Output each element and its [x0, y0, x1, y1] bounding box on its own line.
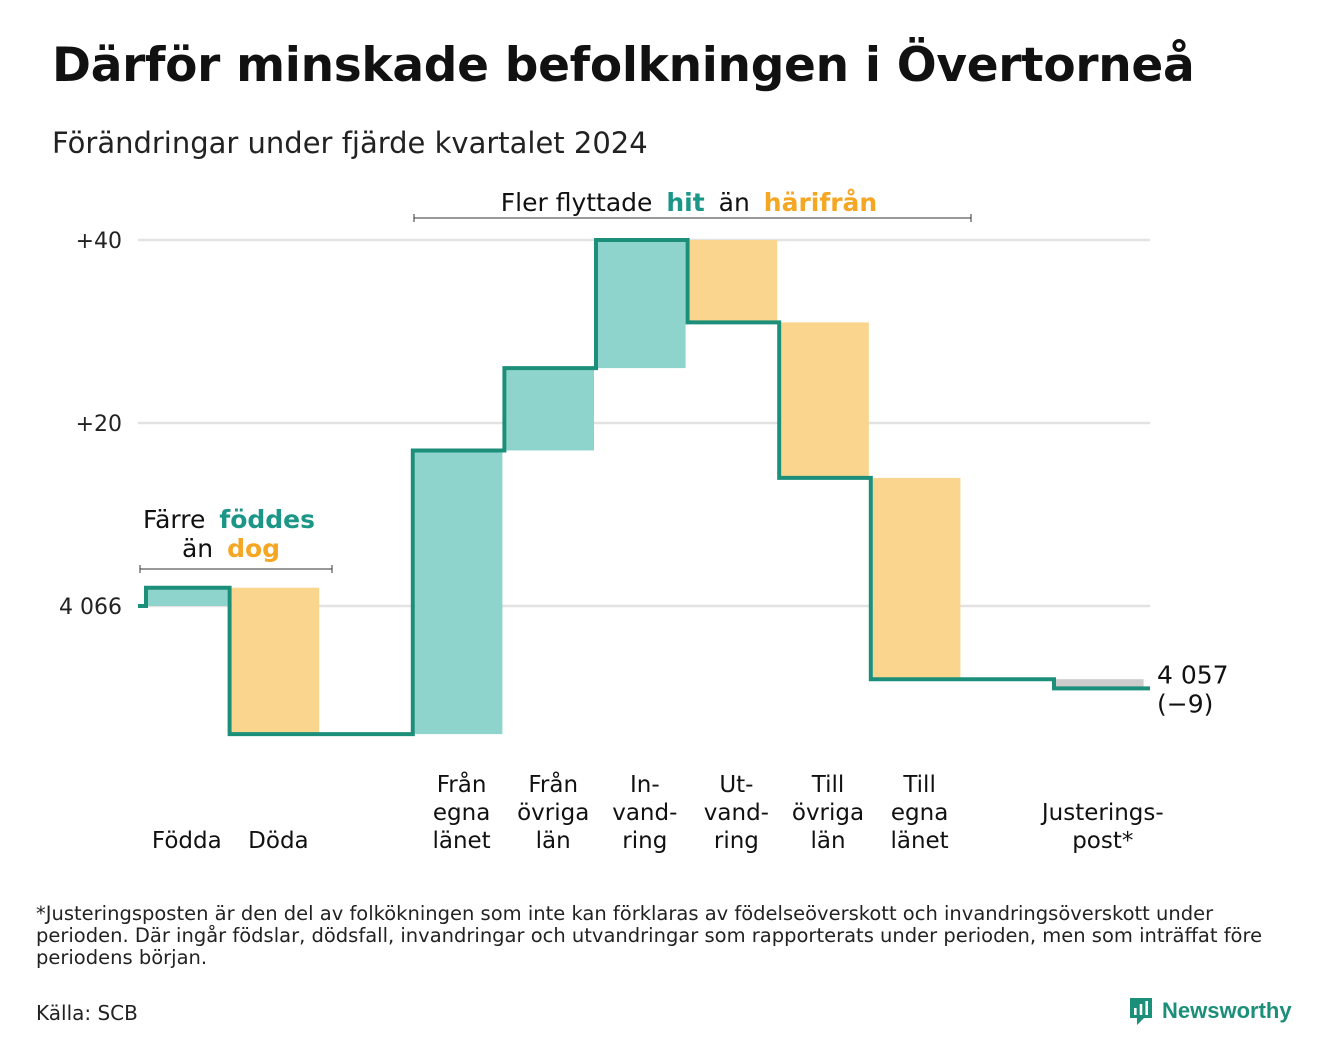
migration-annotation-text-2: än: [719, 188, 750, 217]
y-tick-label: 4 066: [59, 595, 122, 620]
category-label: egna: [891, 800, 948, 826]
category-label: post*: [1072, 828, 1133, 854]
category-label: Döda: [248, 828, 308, 854]
end-change-label: (−9): [1157, 689, 1213, 718]
migration-annotation-highlight: hit: [666, 188, 704, 217]
category-label: Ut-: [719, 772, 753, 798]
category-label: vand-: [704, 800, 769, 826]
bar-outflow: [781, 322, 869, 478]
category-label: In-: [630, 772, 660, 798]
bar-adjustment: [1056, 679, 1144, 689]
bar-outflow: [872, 477, 961, 680]
births-annotation-highlight-2: dog: [227, 534, 280, 563]
category-label: ring: [714, 828, 759, 854]
bars: [146, 240, 1144, 735]
svg-text:Fler flyttade hit: Fler flyttade hit än härifrån: [501, 188, 877, 217]
end-value-label: 4 057: [1157, 660, 1229, 689]
category-label: Från: [528, 770, 578, 798]
source: Källa: SCB: [36, 1001, 138, 1025]
brand-logo: Newsworthy: [1128, 996, 1292, 1026]
category-label: Till: [811, 772, 845, 798]
chart-subtitle: Förändringar under fjärde kvartalet 2024: [52, 126, 648, 160]
category-label: övriga: [517, 800, 589, 826]
bar-inflow: [598, 240, 686, 369]
category-label: ring: [622, 828, 667, 854]
births-annotation-highlight: föddes: [219, 505, 315, 534]
svg-text:Färre föddes: Färre föddes: [143, 505, 315, 534]
running-total-line: [138, 238, 1150, 737]
footnote: *Justeringsposten är den del av folkökni…: [36, 902, 1263, 969]
category-label: län: [810, 828, 845, 854]
newsworthy-logo-icon: [1130, 998, 1152, 1025]
category-label: vand-: [612, 800, 677, 826]
category-label: övriga: [792, 800, 864, 826]
category-label: länet: [432, 828, 490, 854]
category-label: län: [536, 828, 571, 854]
chart-title: Därför minskade befolkningen i Övertorne…: [52, 38, 1195, 93]
births-annotation: Färre föddes än dog: [139, 505, 333, 573]
bar-inflow: [414, 450, 503, 735]
category-label: Födda: [152, 828, 222, 854]
category-label: Till: [902, 772, 936, 798]
bar-inflow: [506, 368, 594, 451]
svg-text:än dog: än dog: [182, 534, 280, 563]
bar-inflow: [146, 587, 228, 606]
births-annotation-text-2: än: [182, 534, 213, 563]
migration-annotation-highlight-2: härifrån: [764, 188, 877, 217]
y-tick-label: +20: [76, 412, 122, 437]
births-annotation-text: Färre: [143, 505, 205, 534]
migration-annotation-text: Fler flyttade: [501, 188, 653, 217]
y-tick-label: +40: [76, 229, 122, 254]
migration-annotation: Fler flyttade hit än härifrån: [413, 188, 972, 222]
category-label: Justerings-: [1040, 800, 1164, 826]
category-label: Från: [437, 770, 487, 798]
bar-outflow: [231, 587, 320, 735]
category-label: länet: [890, 828, 948, 854]
category-label: egna: [433, 800, 490, 826]
brand-name: Newsworthy: [1162, 998, 1292, 1023]
bar-outflow: [689, 240, 778, 323]
